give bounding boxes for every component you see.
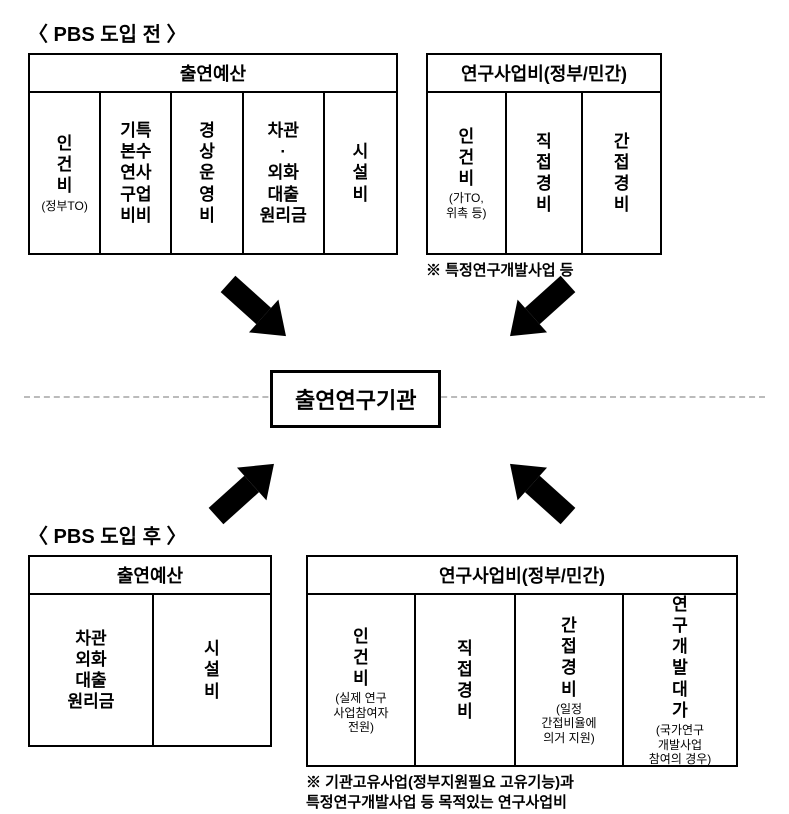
table-cell: 차관 외화 대출 원리금 xyxy=(30,595,154,745)
cell-main: 인 건 비 xyxy=(57,133,73,197)
after-left-table: 출연예산 차관 외화 대출 원리금 시 설 비 xyxy=(28,555,272,747)
after-left-header: 출연예산 xyxy=(30,557,270,595)
after-right-body: 인 건 비(실제 연구 사업참여자 전원) 직 접 경 비 간 접 경 비 (일정 간… xyxy=(308,595,736,765)
cell-main: 연 구 개 발 대 가 xyxy=(672,594,688,722)
table-cell: 인 건 비(가TO, 위촉 등) xyxy=(428,93,507,253)
cell-main: 차관 · 외화 대출 원리금 xyxy=(260,120,307,226)
cell-main: 기특 본수 연사 구업 비비 xyxy=(120,120,151,226)
table-cell: 기특 본수 연사 구업 비비 xyxy=(101,93,172,253)
after-left-body: 차관 외화 대출 원리금 시 설 비 xyxy=(30,595,270,745)
cell-main: 간 접 경 비 xyxy=(561,615,577,700)
table-cell: 시 설 비 xyxy=(154,595,270,745)
cell-sub: (일정 간접비율에 의거 지원) xyxy=(541,702,596,745)
after-title: 〈 PBS 도입 후 〉 xyxy=(28,520,761,549)
cell-main: 시 설 비 xyxy=(204,638,220,702)
cell-main: 시 설 비 xyxy=(353,141,369,205)
after-right-header: 연구사업비(정부/민간) xyxy=(308,557,736,595)
cell-sub: (가TO, 위촉 등) xyxy=(446,191,486,220)
cell-sub: (실제 연구 사업참여자 전원) xyxy=(333,691,388,734)
table-cell: 간 접 경 비 (일정 간접비율에 의거 지원) xyxy=(516,595,624,765)
table-cell: 간 접 경 비 xyxy=(583,93,660,253)
table-cell: 연 구 개 발 대 가(국가연구 개발사업 참여의 경우) xyxy=(624,595,736,765)
before-right-body: 인 건 비(가TO, 위촉 등) 직 접 경 비 간 접 경 비 xyxy=(428,93,660,253)
before-right-table: 연구사업비(정부/민간) 인 건 비(가TO, 위촉 등) 직 접 경 비 간 접 … xyxy=(426,53,662,281)
cell-sub: (국가연구 개발사업 참여의 경우) xyxy=(649,723,712,766)
table-cell: 경 상 운 영 비 xyxy=(172,93,243,253)
after-right-note: ※ 기관고유사업(정부지원필요 고유기능)과 특정연구개발사업 등 목적있는 연… xyxy=(306,773,738,812)
before-row: 출연예산 인 건 비 (정부TO) 기특 본수 연사 구업 비비 경 상 운 영 비 차… xyxy=(28,53,761,281)
table-cell: 인 건 비 (정부TO) xyxy=(30,93,101,253)
before-left-table: 출연예산 인 건 비 (정부TO) 기특 본수 연사 구업 비비 경 상 운 영 비 차… xyxy=(28,53,398,255)
cell-main: 인 건 비 xyxy=(353,626,369,690)
table-cell: 차관 · 외화 대출 원리금 xyxy=(244,93,325,253)
cell-main: 차관 외화 대출 원리금 xyxy=(68,628,115,713)
after-row: 출연예산 차관 외화 대출 원리금 시 설 비 연구사업비(정부/민간) 인 건 … xyxy=(28,555,761,812)
before-left-body: 인 건 비 (정부TO) 기특 본수 연사 구업 비비 경 상 운 영 비 차관 · 외… xyxy=(30,93,396,253)
before-right-header: 연구사업비(정부/민간) xyxy=(428,55,660,93)
table-cell: 직 접 경 비 xyxy=(416,595,516,765)
cell-main: 인 건 비 xyxy=(459,126,475,190)
table-cell: 시 설 비 xyxy=(325,93,396,253)
cell-sub: (정부TO) xyxy=(41,199,88,213)
before-title: 〈 PBS 도입 전 〉 xyxy=(28,18,761,47)
cell-main: 간 접 경 비 xyxy=(614,131,630,216)
table-cell: 인 건 비(실제 연구 사업참여자 전원) xyxy=(308,595,416,765)
center-box: 출연연구기관 xyxy=(270,370,441,428)
cell-main: 경 상 운 영 비 xyxy=(199,120,215,226)
cell-main: 직 접 경 비 xyxy=(536,131,552,216)
before-left-header: 출연예산 xyxy=(30,55,396,93)
after-right-table: 연구사업비(정부/민간) 인 건 비(실제 연구 사업참여자 전원) 직 접 경 … xyxy=(306,555,738,812)
cell-main: 직 접 경 비 xyxy=(457,638,473,723)
table-cell: 직 접 경 비 xyxy=(507,93,584,253)
